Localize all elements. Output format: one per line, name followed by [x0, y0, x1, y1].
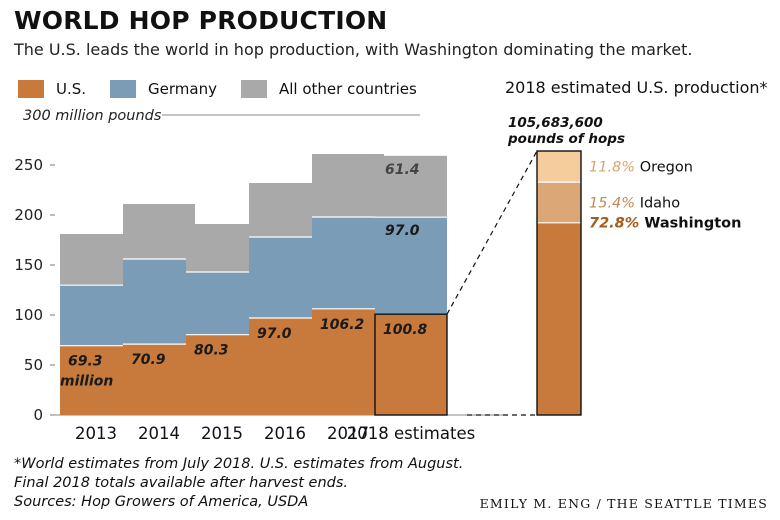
y-tick-label-150: 150: [14, 256, 43, 274]
us-bar-idaho: [537, 182, 581, 223]
bar-all-other-countries-2018: [375, 155, 447, 218]
bar-germany-2013: [60, 285, 132, 346]
bar-all-other-countries-2013: [60, 234, 132, 286]
sources: Sources: Hop Growers of America, USDA: [14, 494, 309, 510]
legend: U.S. Germany All other countries: [18, 78, 441, 100]
y-tick-label-100: 100: [14, 306, 43, 324]
legend-swatch-germany: [110, 80, 137, 98]
us-bar-outline: [536, 150, 582, 416]
data-label-us-unit: million: [60, 374, 113, 390]
bar-all-other-countries-2016: [249, 183, 321, 237]
data-label-us-2017: 106.2: [320, 317, 364, 333]
us-total-value: 105,683,600: [508, 115, 603, 131]
us-bar-oregon: [537, 151, 581, 183]
bar-u-s--2015: [186, 334, 258, 415]
us-total-unit: pounds of hops: [507, 131, 625, 147]
us-breakdown-chart: 72.8% Washington 15.4% Idaho 11.8% Oregon 1…: [446, 115, 741, 416]
us-bar-washington: [537, 222, 581, 415]
y-tick-label-50: 50: [24, 356, 43, 374]
data-label-us-2018: 100.8: [383, 322, 428, 338]
legend-item-us: U.S.: [18, 80, 86, 98]
bar-germany-2014: [123, 259, 195, 345]
highlight-us-2018: [374, 313, 448, 416]
bar-all-other-countries-2017: [312, 154, 384, 217]
chart-subtitle: The U.S. leads the world in hop producti…: [14, 40, 693, 59]
connector-line-top: [446, 150, 538, 315]
x-tick-label-2015: 2015: [201, 424, 243, 443]
bar-germany-2015: [186, 272, 258, 335]
us-breakdown-title: 2018 estimated U.S. production*: [505, 78, 768, 97]
x-tick-label-2014: 2014: [138, 424, 180, 443]
us-label-idaho: 15.4% Idaho: [589, 195, 680, 211]
footnote-1: *World estimates from July 2018. U.S. es…: [14, 456, 464, 472]
bar-u-s--2017: [312, 308, 384, 415]
legend-label-other: All other countries: [279, 80, 417, 98]
data-label-us-2013: 69.3: [68, 354, 103, 370]
bar-all-other-countries-2015: [186, 224, 258, 272]
y-axis-unit-label: 300 million pounds: [23, 108, 162, 124]
x-tick-label-2013: 2013: [75, 424, 117, 443]
y-tick-label-250: 250: [14, 156, 43, 174]
data-labels: 2013 69.3 million 2014 70.9 2015 80.3 2016 97.0 2…: [60, 162, 475, 443]
data-label-other-2018: 61.4: [385, 162, 420, 178]
bar-u-s--2014: [123, 344, 195, 415]
data-label-germany-2018: 97.0: [385, 223, 420, 239]
footnotes: *World estimates from July 2018. U.S. es…: [14, 455, 463, 512]
data-label-us-2014: 70.9: [131, 352, 166, 368]
stacked-bars: [60, 154, 448, 416]
x-tick-label-2018: 2018 estimates: [347, 424, 475, 443]
footnote-2: Final 2018 totals available after harves…: [14, 475, 349, 491]
x-tick-label-2016: 2016: [264, 424, 306, 443]
legend-label-us: U.S.: [56, 80, 87, 98]
data-label-us-2016: 97.0: [257, 326, 292, 342]
bar-germany-2018: [375, 217, 447, 315]
legend-swatch-us: [18, 80, 44, 98]
bar-germany-2017: [312, 217, 384, 309]
bar-u-s--2016: [249, 318, 321, 415]
legend-item-germany: Germany: [110, 80, 217, 98]
legend-item-other: All other countries: [241, 80, 417, 98]
bar-u-s--2018: [375, 314, 447, 415]
legend-swatch-other: [241, 80, 267, 98]
y-tick-label-200: 200: [14, 206, 43, 224]
y-tick-label-0: 0: [33, 406, 43, 424]
us-label-oregon: 11.8% Oregon: [589, 160, 693, 176]
credit: EMILY M. ENG / THE SEATTLE TIMES: [479, 496, 768, 511]
bar-all-other-countries-2014: [123, 204, 195, 259]
data-label-us-2015: 80.3: [194, 343, 229, 359]
bar-germany-2016: [249, 237, 321, 318]
us-label-washington: 72.8% Washington: [589, 216, 741, 232]
chart-title: WORLD HOP PRODUCTION: [14, 6, 388, 35]
y-axis: 0 50 100 150 200 250 300 million pounds: [14, 108, 505, 424]
x-tick-label-2017: 2017: [327, 424, 369, 443]
bar-u-s--2013: [60, 345, 132, 415]
legend-label-germany: Germany: [148, 80, 217, 98]
